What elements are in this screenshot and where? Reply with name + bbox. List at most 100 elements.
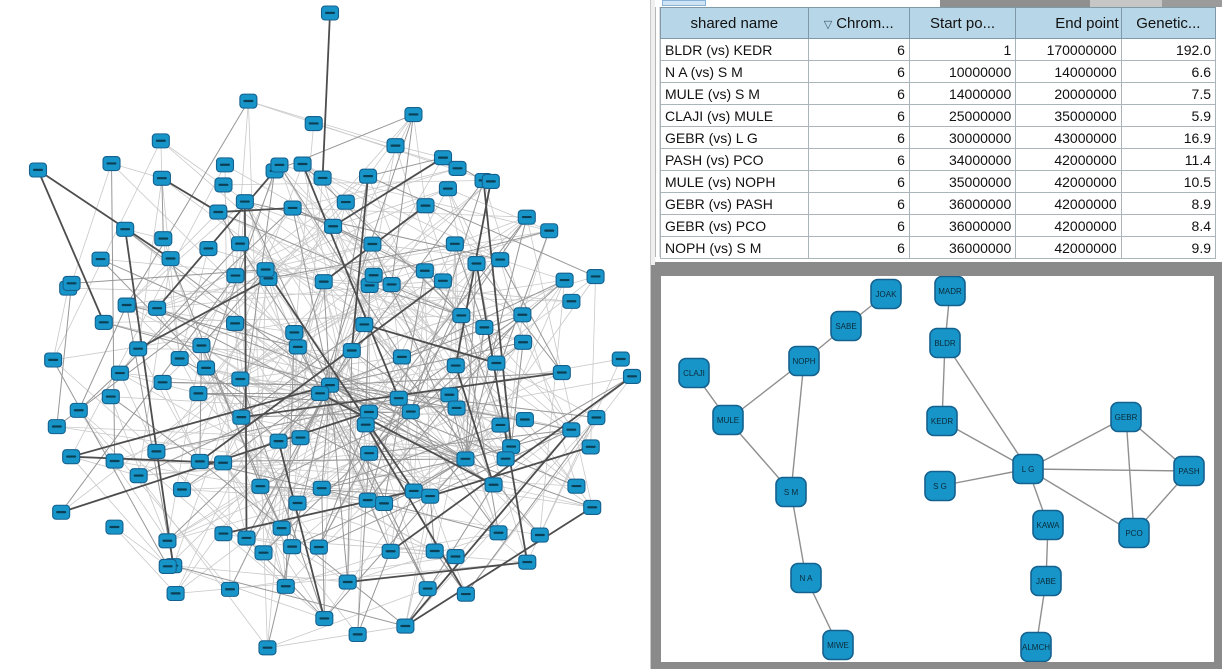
table-cell[interactable]: BLDR (vs) KEDR: [660, 38, 809, 61]
graph-node[interactable]: [418, 581, 437, 597]
graph-node[interactable]: [562, 422, 581, 438]
graph-node[interactable]: [359, 404, 379, 420]
graph-node[interactable]: [309, 539, 328, 555]
graph-node[interactable]: [404, 483, 423, 499]
graph-node[interactable]: [611, 351, 630, 367]
graph-node[interactable]: [513, 307, 532, 323]
graph-node[interactable]: [552, 365, 571, 381]
graph-node[interactable]: [484, 477, 503, 493]
graph-node[interactable]: [404, 107, 423, 123]
graph-node[interactable]: [489, 525, 508, 541]
graph-node[interactable]: [447, 400, 466, 416]
graph-node[interactable]: [214, 455, 233, 471]
graph-node[interactable]: [232, 409, 251, 425]
graph-node[interactable]: [44, 352, 63, 368]
graph-node[interactable]: [586, 268, 605, 285]
table-cell[interactable]: 6: [807, 126, 910, 149]
node-KEDR[interactable]: KEDR: [926, 405, 958, 437]
table-cell[interactable]: 36000000: [908, 192, 1017, 215]
graph-node[interactable]: [440, 387, 459, 403]
graph-node[interactable]: [105, 519, 124, 535]
graph-node[interactable]: [214, 526, 233, 542]
graph-node[interactable]: [583, 499, 602, 515]
table-cell[interactable]: GEBR (vs) PCO: [660, 214, 809, 237]
graph-node[interactable]: [452, 308, 471, 324]
table-cell[interactable]: MULE (vs) NOPH: [660, 170, 809, 193]
graph-node[interactable]: [358, 168, 378, 184]
graph-node[interactable]: [374, 495, 394, 512]
graph-node[interactable]: [231, 371, 250, 387]
node-MIWE[interactable]: MIWE: [822, 629, 854, 661]
table-cell[interactable]: 6: [807, 104, 910, 127]
graph-node[interactable]: [192, 338, 211, 354]
table-scroll-gutter[interactable]: [655, 7, 660, 257]
table-cell[interactable]: 6: [807, 236, 910, 259]
graph-node[interactable]: [220, 581, 240, 597]
table-row[interactable]: PASH (vs) PCO 6 34000000 42000000 11.4: [660, 148, 1217, 171]
graph-node[interactable]: [312, 480, 331, 496]
table-cell[interactable]: 8.4: [1120, 214, 1217, 237]
graph-node[interactable]: [158, 558, 177, 574]
table-cell[interactable]: 1: [908, 38, 1017, 61]
table-row[interactable]: NOPH (vs) S M 6 36000000 42000000 9.9: [660, 236, 1217, 259]
column-header-4[interactable]: Genetic...: [1120, 7, 1217, 39]
table-cell[interactable]: 42000000: [1015, 148, 1122, 171]
graph-node[interactable]: [433, 273, 452, 289]
graph-node[interactable]: [356, 417, 375, 433]
graph-node[interactable]: [288, 495, 307, 511]
node-NA[interactable]: N A: [790, 562, 822, 594]
table-row[interactable]: GEBR (vs) PCO 6 36000000 42000000 8.4: [660, 214, 1217, 237]
graph-node[interactable]: [129, 468, 148, 484]
graph-node[interactable]: [355, 316, 374, 333]
node-ALMCH[interactable]: ALMCH: [1020, 631, 1052, 662]
graph-node[interactable]: [445, 236, 464, 252]
graph-node[interactable]: [358, 492, 377, 508]
graph-node[interactable]: [129, 341, 148, 357]
graph-node[interactable]: [401, 404, 420, 420]
table-cell[interactable]: 10000000: [908, 60, 1017, 83]
table-cell[interactable]: 16.9: [1120, 126, 1217, 149]
graph-node[interactable]: [161, 251, 180, 267]
table-cell[interactable]: 7.5: [1120, 82, 1217, 105]
graph-node[interactable]: [199, 240, 218, 257]
table-row[interactable]: N A (vs) S M 6 10000000 14000000 6.6: [660, 60, 1217, 83]
table-row[interactable]: CLAJI (vs) MULE 6 25000000 35000000 5.9: [660, 104, 1217, 127]
graph-node[interactable]: [237, 530, 256, 546]
graph-node[interactable]: [515, 412, 534, 428]
table-cell[interactable]: 42000000: [1015, 236, 1122, 259]
graph-node[interactable]: [52, 504, 71, 520]
graph-node[interactable]: [475, 319, 494, 335]
table-row[interactable]: GEBR (vs) L G 6 30000000 43000000 16.9: [660, 126, 1217, 149]
column-header-1[interactable]: ▽ Chrom...: [807, 7, 910, 39]
table-cell[interactable]: NOPH (vs) S M: [660, 236, 809, 259]
graph-node[interactable]: [189, 385, 208, 402]
table-cell[interactable]: N A (vs) S M: [660, 60, 809, 83]
graph-node[interactable]: [28, 162, 48, 178]
graph-node[interactable]: [348, 626, 367, 643]
graph-node[interactable]: [105, 453, 124, 469]
graph-node[interactable]: [226, 315, 245, 332]
table-cell[interactable]: 8.9: [1120, 192, 1217, 215]
graph-node[interactable]: [209, 204, 228, 220]
subnetwork-canvas[interactable]: JOAK MADR SABE NOPH BLDR CLAJI MULE KEDR GEBR L G…: [661, 276, 1214, 662]
graph-node[interactable]: [110, 365, 129, 381]
graph-node[interactable]: [491, 417, 510, 433]
graph-node[interactable]: [386, 138, 405, 154]
graph-node[interactable]: [467, 256, 486, 272]
table-cell[interactable]: 36000000: [908, 214, 1017, 237]
graph-node[interactable]: [283, 539, 302, 555]
graph-node[interactable]: [446, 358, 465, 374]
main-network-canvas[interactable]: [0, 0, 650, 669]
graph-node[interactable]: [272, 520, 291, 536]
graph-node[interactable]: [364, 267, 383, 283]
graph-node[interactable]: [360, 445, 379, 461]
graph-node[interactable]: [425, 543, 444, 559]
graph-node[interactable]: [251, 478, 270, 494]
node-JABE[interactable]: JABE: [1030, 565, 1062, 597]
graph-node[interactable]: [215, 157, 235, 173]
graph-node[interactable]: [562, 293, 581, 309]
graph-node[interactable]: [276, 578, 295, 594]
table-cell[interactable]: GEBR (vs) L G: [660, 126, 809, 149]
column-header-3[interactable]: End point: [1015, 7, 1122, 39]
table-cell[interactable]: 5.9: [1120, 104, 1217, 127]
